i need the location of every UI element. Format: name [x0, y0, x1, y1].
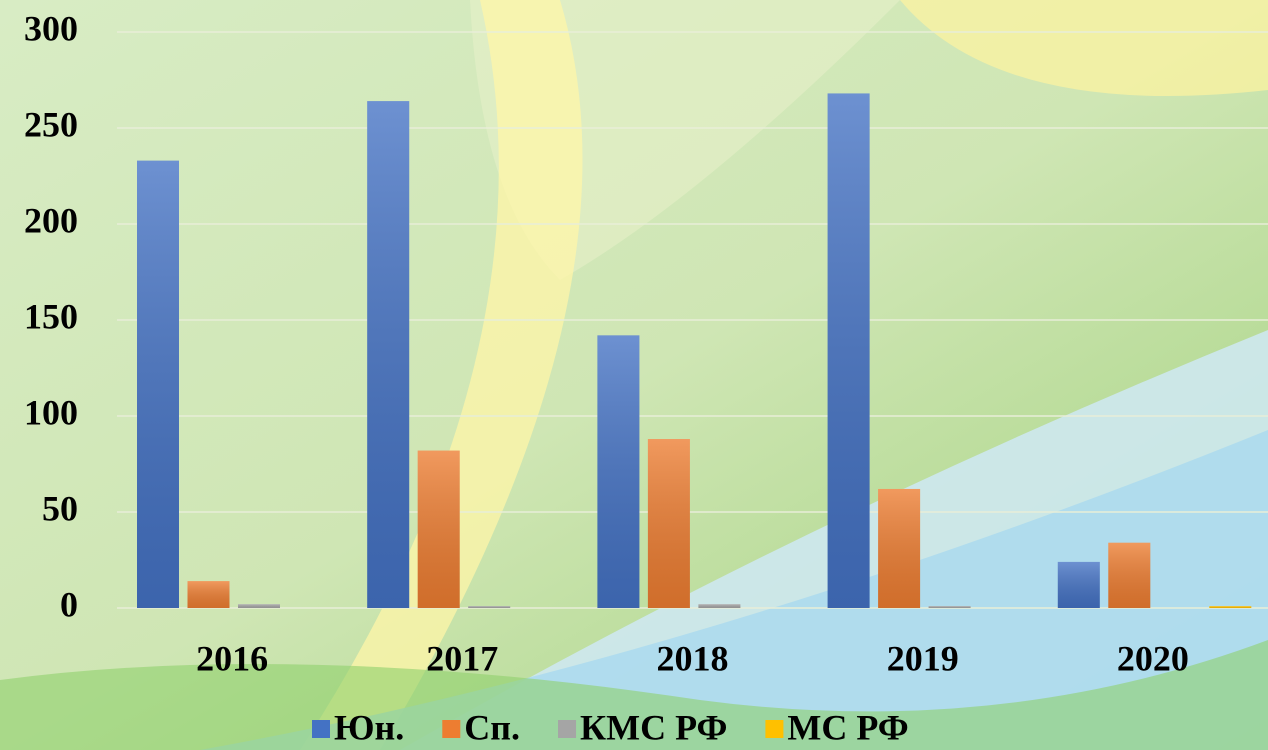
- y-tick-label: 250: [24, 104, 78, 144]
- legend-swatch: [442, 720, 461, 738]
- y-tick-label: 0: [60, 584, 78, 624]
- legend-swatch: [765, 720, 784, 738]
- bar-sheen: [468, 606, 511, 608]
- x-tick-label: 2020: [1117, 638, 1189, 678]
- x-tick-label: 2018: [657, 638, 729, 678]
- background-swirl: [850, 0, 1268, 96]
- bar-sheen: [367, 101, 410, 609]
- y-tick-label: 150: [24, 296, 78, 336]
- y-tick-label: 100: [24, 392, 78, 432]
- bar-sheen: [1209, 606, 1252, 608]
- bar-sheen: [647, 439, 690, 608]
- y-tick-label: 300: [24, 8, 78, 48]
- legend-label: Юн.: [334, 707, 404, 747]
- bar-sheen: [187, 581, 230, 608]
- background-water: [200, 430, 1268, 750]
- bar-sheen: [597, 335, 640, 608]
- bar-sheen: [698, 604, 741, 608]
- legend-swatch: [558, 720, 577, 738]
- bar-sheen: [1108, 542, 1151, 608]
- x-tick-label: 2019: [887, 638, 959, 678]
- bar-sheen: [878, 488, 921, 608]
- x-tick-label: 2016: [196, 638, 268, 678]
- bar-sheen: [137, 160, 179, 608]
- legend-label: КМС РФ: [580, 707, 727, 747]
- background-swirl: [300, 0, 583, 750]
- x-tick-label: 2017: [426, 638, 498, 678]
- bar-sheen: [238, 604, 280, 608]
- background-shape: [0, 0, 900, 280]
- legend-swatch: [312, 720, 330, 738]
- y-tick-label: 50: [42, 488, 78, 528]
- bar-sheen: [928, 606, 971, 608]
- bar-sheen: [827, 93, 870, 608]
- legend-label: Сп.: [464, 707, 520, 747]
- y-tick-label: 200: [24, 200, 78, 240]
- bar-sheen: [417, 450, 460, 608]
- legend-label: МС РФ: [787, 707, 908, 747]
- bar-sheen: [1057, 561, 1100, 608]
